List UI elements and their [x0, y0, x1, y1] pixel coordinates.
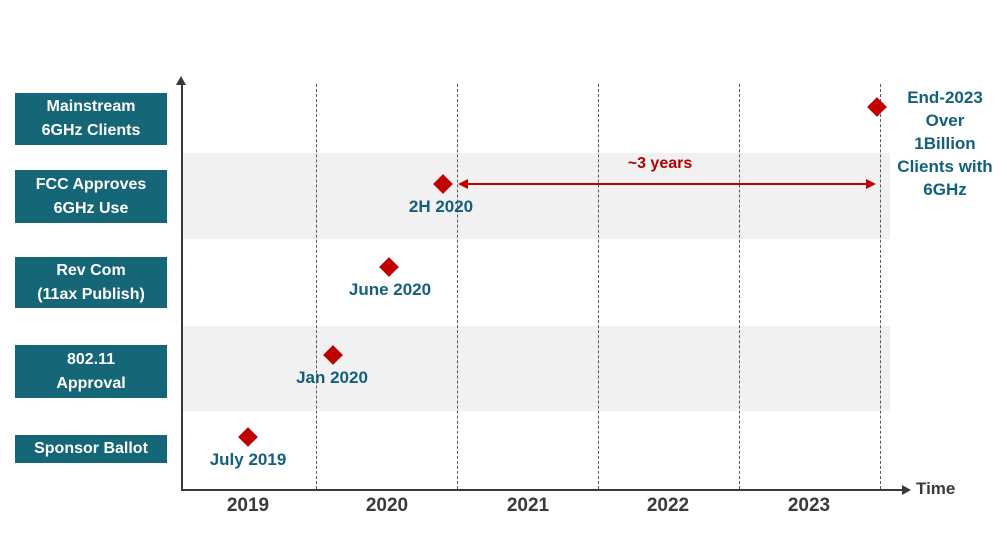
- y-axis-line: [181, 84, 183, 489]
- gridline-2020-2021: [457, 84, 458, 489]
- year-label-2022: 2022: [646, 495, 690, 516]
- gridline-2022-2023: [739, 84, 740, 489]
- x-axis-line: [181, 489, 903, 491]
- three-years-arrow-line: [466, 183, 868, 185]
- category-box-mainstream-6ghz-clients: Mainstream 6GHz Clients: [15, 93, 167, 145]
- category-box-fcc-approves-6ghz-use: FCC Approves 6GHz Use: [15, 170, 167, 223]
- category-box-rev-com-11ax-publish: Rev Com (11ax Publish): [15, 257, 167, 308]
- category-box-sponsor-ballot: Sponsor Ballot: [15, 435, 167, 463]
- gridline-2021-2022: [598, 84, 599, 489]
- diamond-icon-end-2023: [867, 97, 887, 117]
- milestone-label-july-2019: July 2019: [209, 450, 287, 469]
- arrow-left-icon: [458, 179, 468, 189]
- row-band-80211: [182, 326, 890, 411]
- year-label-2021: 2021: [506, 495, 550, 516]
- diamond-icon-july-2019: [238, 427, 258, 447]
- y-axis-arrow-icon: [176, 76, 186, 85]
- milestone-label-jan-2020: Jan 2020: [296, 368, 368, 387]
- gridline-2019-2020: [316, 84, 317, 489]
- diamond-icon-june-2020: [379, 257, 399, 277]
- row-band-fcc: [182, 153, 890, 239]
- milestone-label-june-2020: June 2020: [348, 280, 432, 299]
- year-label-2019: 2019: [226, 495, 270, 516]
- year-label-2023: 2023: [787, 495, 831, 516]
- x-axis-arrow-icon: [902, 485, 911, 495]
- milestone-note-end-2023: End-2023 Over 1Billion Clients with 6GHz: [897, 88, 993, 199]
- x-axis-title: Time: [916, 479, 956, 498]
- three-years-label: ~3 years: [627, 155, 693, 172]
- gridline-end-2023: [880, 84, 881, 489]
- year-label-2020: 2020: [365, 495, 409, 516]
- milestone-label-2h-2020: 2H 2020: [408, 197, 474, 216]
- arrow-right-icon: [866, 179, 876, 189]
- category-box-80211-approval: 802.11 Approval: [15, 345, 167, 398]
